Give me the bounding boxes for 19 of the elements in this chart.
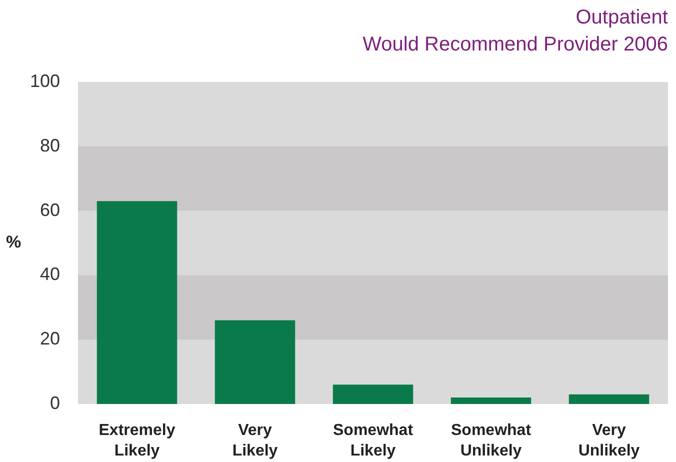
x-tick-label: Very Unlikely: [578, 422, 640, 460]
x-tick-label: Somewhat Unlikely: [450, 422, 532, 460]
bar: [450, 398, 532, 404]
y-tick-label: 0: [50, 392, 60, 413]
y-tick-label: 100: [30, 70, 60, 91]
y-tick-label: 40: [40, 264, 60, 284]
y-tick-label: 60: [40, 200, 60, 220]
bar: [332, 384, 414, 404]
y-tick-label: 20: [40, 328, 60, 349]
chart-title: Outpatient: [576, 6, 668, 29]
bar: [214, 320, 296, 404]
x-tick-label: Extremely Likely: [98, 422, 176, 460]
x-tick-label: Very Likely: [232, 422, 278, 460]
y-axis-title: %: [6, 232, 22, 252]
bar: [96, 201, 178, 404]
x-tick-label: Somewhat Likely: [332, 422, 414, 460]
bar: [568, 394, 650, 404]
chart-subtitle: Would Recommend Provider 2006: [362, 34, 668, 56]
y-tick-label: 80: [40, 135, 60, 156]
